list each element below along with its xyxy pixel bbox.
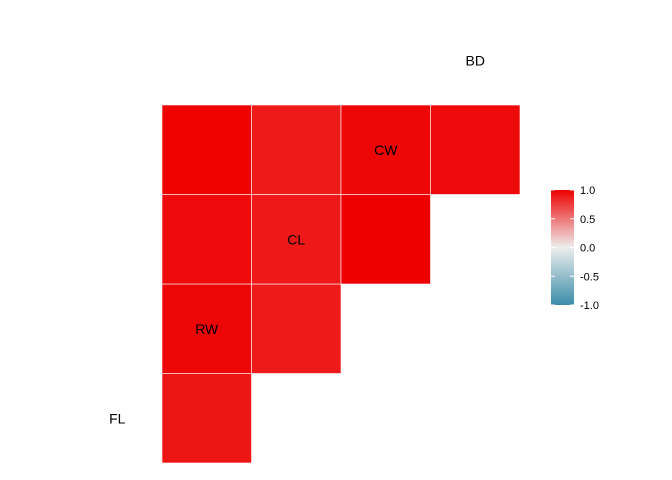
variable-label-bd: BD bbox=[466, 52, 485, 68]
heatmap-cell-bd-rw bbox=[251, 104, 342, 195]
heatmap-cell-bd-fl bbox=[161, 104, 252, 195]
legend-tick-label: 0.0 bbox=[580, 243, 595, 255]
variable-label-fl: FL bbox=[109, 410, 126, 426]
heatmap-cell-bd-cw bbox=[430, 104, 521, 195]
heatmap-cells bbox=[161, 104, 521, 464]
variable-label-cl: CL bbox=[287, 231, 305, 247]
heatmap-cell-cl-rw bbox=[251, 283, 342, 374]
variable-label-rw: RW bbox=[195, 321, 219, 337]
heatmap-cell-rw-fl bbox=[161, 373, 252, 464]
variable-label-cw: CW bbox=[374, 142, 398, 158]
heatmap-cell-cw-rw bbox=[251, 194, 342, 285]
legend-colorbar bbox=[551, 190, 574, 305]
legend-tick-label: -0.5 bbox=[580, 271, 599, 283]
heatmap-cell-cw-fl bbox=[161, 194, 252, 285]
heatmap-cell-cw-cl bbox=[340, 194, 431, 285]
variable-labels: FL RW CL CW BD bbox=[109, 52, 485, 426]
legend-tick-label: 1.0 bbox=[580, 185, 595, 197]
legend-tick-label: 0.5 bbox=[580, 214, 595, 226]
heatmap-cell-cl-fl bbox=[161, 283, 252, 374]
heatmap-cell-bd-cl bbox=[340, 104, 431, 195]
legend-tick-label: -1.0 bbox=[580, 300, 599, 312]
color-legend: 1.0 0.5 0.0 -0.5 -1.0 bbox=[551, 185, 599, 312]
